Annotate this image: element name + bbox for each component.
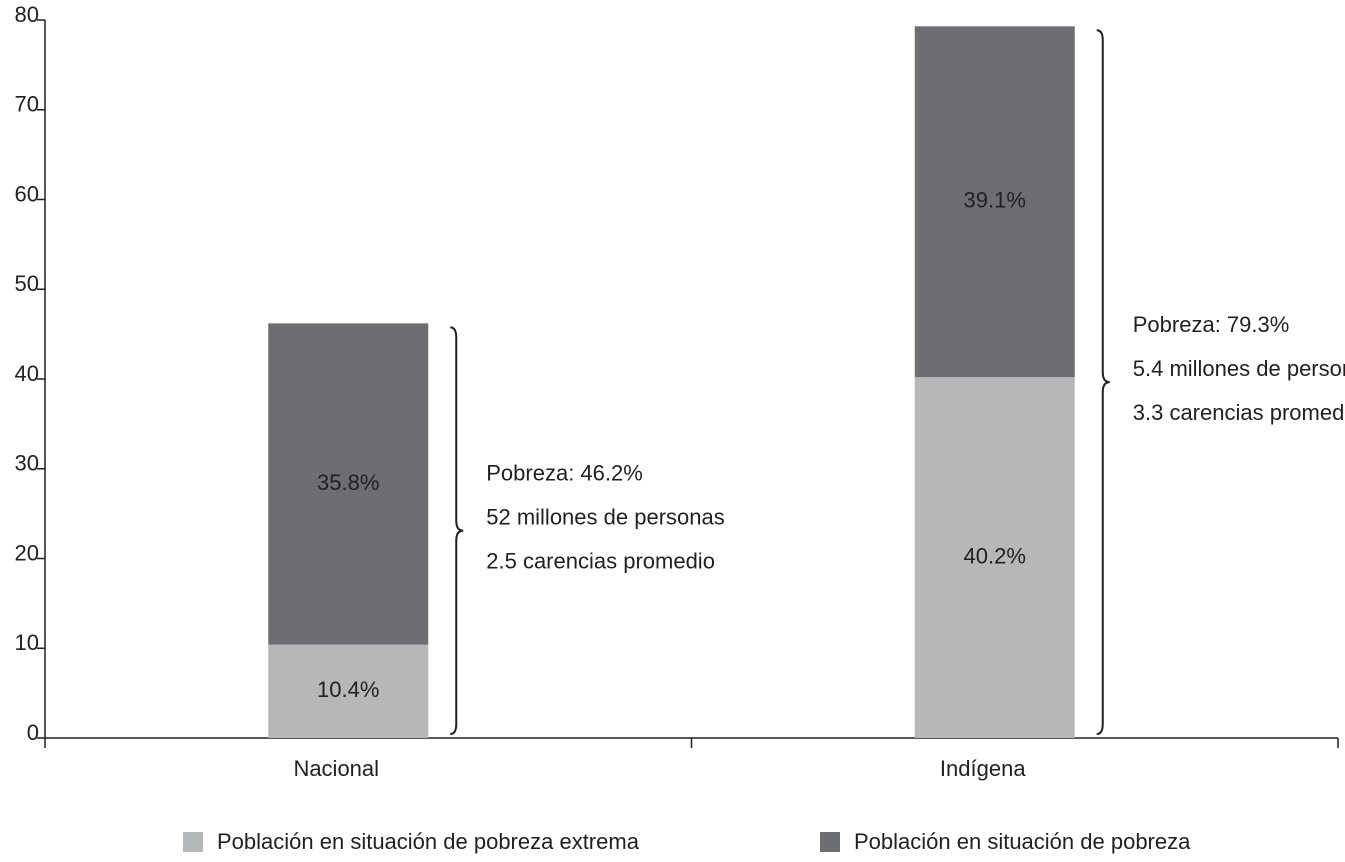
- x-tick-label: Nacional: [293, 756, 379, 781]
- y-tick-label: 80: [15, 2, 39, 27]
- annotation: 5.4 millones de personas: [1133, 356, 1345, 381]
- y-tick-label: 20: [15, 540, 39, 565]
- bar-segment: [914, 377, 1075, 738]
- bar-segment: [914, 26, 1075, 378]
- y-tick-label: 30: [15, 451, 39, 476]
- annotation: 3.3 carencias promedio: [1133, 400, 1345, 425]
- brace: [450, 326, 464, 735]
- y-tick-label: 50: [15, 271, 39, 296]
- brace: [1096, 29, 1110, 735]
- y-tick-label: 0: [27, 720, 39, 745]
- legend-swatch: [183, 832, 203, 852]
- annotation: 2.5 carencias promedio: [486, 548, 715, 573]
- y-tick-label: 10: [15, 630, 39, 655]
- legend-label: Población en situación de pobreza: [854, 829, 1191, 854]
- value-label: 10.4%: [317, 677, 379, 702]
- bar-segment: [268, 323, 429, 645]
- annotation: Pobreza: 79.3%: [1133, 312, 1290, 337]
- x-tick-label: Indígena: [940, 756, 1026, 781]
- annotation: 52 millones de personas: [486, 504, 724, 529]
- y-tick-label: 60: [15, 181, 39, 206]
- legend-swatch: [820, 832, 840, 852]
- value-label: 39.1%: [964, 188, 1026, 213]
- annotation: Pobreza: 46.2%: [486, 460, 643, 485]
- value-label: 40.2%: [964, 543, 1026, 568]
- bar-segment: [268, 644, 429, 738]
- value-label: 35.8%: [317, 470, 379, 495]
- legend-label: Población en situación de pobreza extrem…: [217, 829, 640, 854]
- y-tick-label: 40: [15, 361, 39, 386]
- y-tick-label: 70: [15, 92, 39, 117]
